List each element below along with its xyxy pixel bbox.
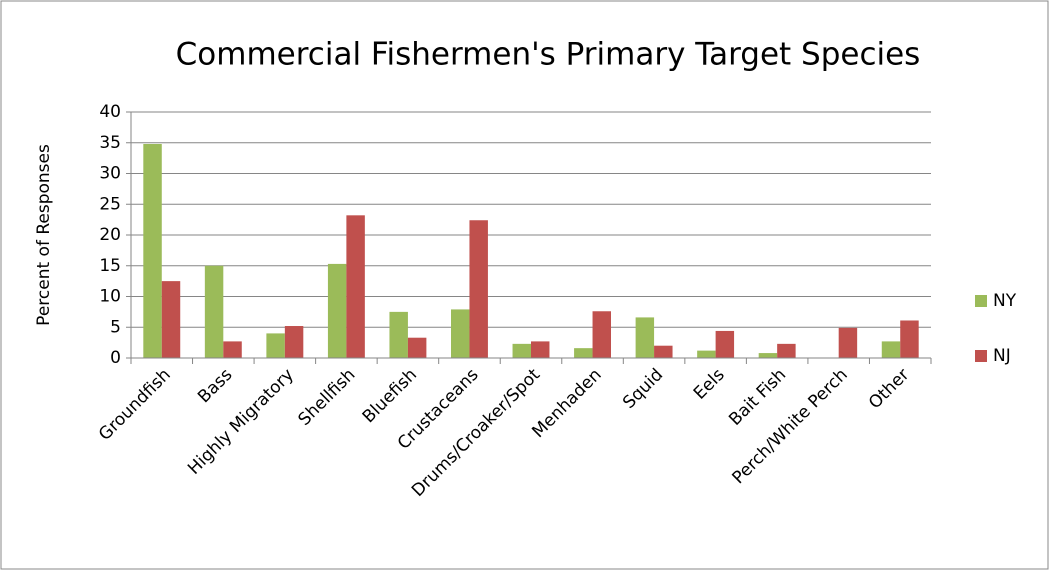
bar (204, 265, 224, 358)
y-tick-label: 20 (99, 225, 121, 245)
legend-label: NJ (993, 346, 1011, 366)
y-tick-label: 5 (110, 317, 121, 337)
bar (654, 345, 673, 358)
bar (715, 330, 735, 358)
bar (777, 343, 796, 358)
chart-title: Commercial Fishermen's Primary Target Sp… (176, 37, 921, 73)
bar (697, 350, 716, 358)
bar (758, 353, 778, 358)
bar (266, 333, 285, 358)
bar (346, 215, 365, 358)
y-tick-label: 35 (99, 133, 121, 153)
bar (592, 311, 611, 358)
y-axis-label: Percent of Responses (34, 144, 54, 326)
bar (407, 337, 427, 358)
bar (223, 341, 242, 358)
bar (900, 320, 919, 358)
bar (143, 143, 162, 358)
y-tick-label: 40 (99, 102, 121, 122)
bar (451, 309, 470, 358)
bar (161, 281, 181, 358)
legend-label: NY (993, 291, 1017, 311)
y-tick-label: 25 (99, 194, 121, 214)
bar (284, 326, 304, 358)
legend-swatch (975, 350, 987, 362)
y-tick-label: 0 (110, 348, 121, 368)
y-tick-label: 10 (99, 287, 121, 307)
bar (838, 327, 858, 358)
y-tick-label: 30 (99, 164, 121, 184)
bar (327, 263, 347, 358)
bar (512, 343, 531, 358)
legend-swatch (975, 295, 987, 307)
bar (531, 341, 550, 358)
bar (389, 311, 408, 358)
bar (881, 341, 901, 358)
y-tick-label: 15 (99, 256, 121, 276)
bar (635, 317, 655, 358)
bar (574, 348, 593, 358)
bar (469, 220, 488, 358)
